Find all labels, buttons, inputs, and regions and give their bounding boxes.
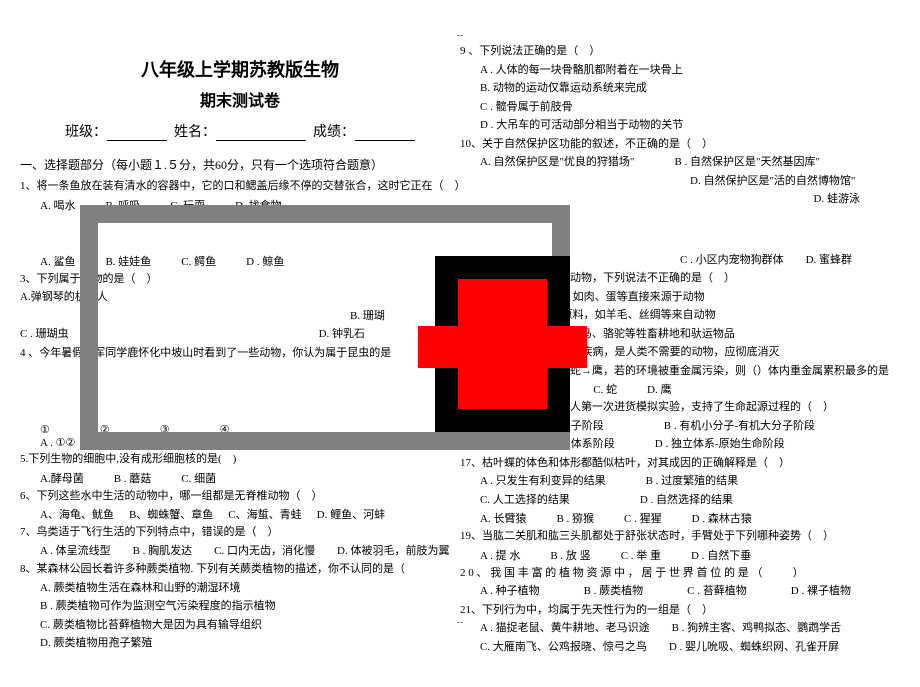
doc-title: 八年级上学期苏教版生物 [20, 56, 460, 82]
q9: 9 、下列说法正确的是（ ） [460, 43, 900, 60]
score-blank [355, 127, 415, 141]
q8: 8、某森林公园长着许多种蕨类植物. 下列有关蕨类植物的描述，你不认同的是（ [20, 561, 460, 578]
opt: D . 森林古猿 [692, 510, 752, 526]
q8c: C. 蕨类植物比苔藓植物大是因为具有输导组织 [20, 617, 460, 634]
black-block-top [435, 256, 570, 279]
opt: A. 长臂猿 [480, 510, 526, 526]
q10ab: A. 自然保护区是"优良的狩猎场"B . 自然保护区是"天然基因库" [460, 154, 900, 171]
dash-bottom: -- [457, 617, 464, 628]
q17: 17、枯叶蝶的体色和体形都酷似枯叶，对其成因的正确解释是（ ） [460, 455, 900, 472]
opt: A . 提 水 [480, 547, 520, 563]
opt: A.酵母菌 [40, 470, 84, 486]
q21a: A . 猫捉老鼠、黄牛耕地、老马识途 B . 狗辨主客、鸡鸭拟态、鹦鹉学舌 [460, 620, 900, 637]
q6-opts: A、海龟、鱿鱼 B、蜘蛛蟹、章鱼 C、海蜇、青蛙 D. 鲤鱼、河蚌 [20, 506, 460, 522]
q9a: A . 人体的每一块骨骼肌都附着在一块骨上 [460, 62, 900, 79]
q17ab: A . 只发生有利变异的结果B . 过度繁殖的结果 [460, 473, 900, 490]
opt: B . 放 竖 [550, 547, 590, 563]
q21c: C. 大雁南飞、公鸡报晓、惊弓之鸟 D . 婴儿吮吸、蜘蛛织网、孔雀开屏 [460, 639, 900, 656]
opt: C、海蜇、青蛙 [228, 506, 301, 522]
q8b: B . 蕨类植物可作为监测空气污染程度的指示植物 [20, 598, 460, 615]
name-blank [216, 127, 306, 141]
q18-opts: A. 长臂猿 B . 猕猴 C . 猩猩 D . 森林古猿 [460, 510, 900, 526]
q10: 10、关于自然保护区功能的叙述，不正确的是（ ） [460, 136, 900, 153]
q5: 5.下列生物的细胞中,没有成形细胞核的是( ) [20, 451, 460, 468]
q8a: A. 蕨类植物生活在森林和山野的潮湿环境 [20, 580, 460, 597]
q9b: B. 动物的运动仅靠运动系统来完成 [460, 80, 900, 97]
q5-opts: A.酵母菌 B . 蘑菇 C. 细菌 [20, 470, 460, 486]
info-line: 班级： 姓名： 成绩： [20, 121, 460, 141]
q19-opts: A . 提 水 B . 放 竖 C . 举 重 D . 自然下垂 [460, 547, 900, 563]
q8d: D. 蕨类植物用孢子繁殖 [20, 635, 460, 652]
q6: 6、下列这些水中生活的动物中，哪一组都是无脊椎动物（ ） [20, 488, 460, 505]
dash-top: -- [20, 30, 900, 41]
opt: D. 鲤鱼、河蚌 [317, 506, 385, 522]
class-label: 班级： [65, 125, 107, 140]
opt: B . 猕猴 [556, 510, 594, 526]
opt: C . 猩猩 [624, 510, 662, 526]
opt: A. 鲨鱼 [40, 253, 75, 269]
q10d: D. 自然保护区是"活的自然博物馆" [460, 173, 900, 190]
red-block-3 [458, 368, 547, 409]
q19: 19、当肱二关肌和肱三头肌都处于舒张状态时，手臂处于下列哪种姿势（ ） [460, 528, 900, 545]
opt: B . 蘑菇 [114, 470, 152, 486]
section-header: 一、选择题部分（每小题１.５分，共60分，只有一个选项符合题意） [20, 156, 460, 173]
opt: C. 细菌 [181, 470, 216, 486]
doc-subtitle: 期末测试卷 [20, 87, 460, 111]
q17cd: C. 人工选择的结果D . 自然选择的结果 [460, 492, 900, 509]
opt: A、海龟、鱿鱼 [40, 506, 114, 522]
opt: D. 鹰 [647, 381, 671, 397]
q7: 7、鸟类适于飞行生活的下列特点中，错误的是（ ） [20, 524, 460, 541]
score-label: 成绩： [313, 125, 355, 140]
q21: 21、下列行为中，均属于先天性行为的一组是（ ） [460, 602, 900, 619]
red-block-1 [458, 279, 547, 326]
opt: A. 喝水 [40, 197, 75, 213]
opt: C. 蛇 [593, 381, 617, 397]
opt: D . 自然下垂 [691, 547, 751, 563]
q20a: A . 种子植物 B . 蕨类植物 C . 苔藓植物 D . 裸子植物 [460, 583, 900, 600]
class-blank [107, 127, 167, 141]
circle: ① [40, 423, 50, 436]
q9c: C . 髋骨属于前肢骨 [460, 99, 900, 116]
q1: 1、将一条鱼放在装有清水的容器中，它的口和鳃盖后缘不停的交替张合，这时它正在（ … [20, 178, 460, 195]
opt: C . 举 重 [621, 547, 661, 563]
opt: A . ①② [40, 436, 75, 449]
name-label: 姓名： [174, 125, 216, 140]
black-block-bottom [435, 409, 570, 432]
red-block-2 [418, 326, 587, 368]
q20: 2 0 、 我 国 丰 富 的 植 物 资 源 中 ， 居 于 世 界 首 位 … [460, 565, 900, 582]
opt: B、蜘蛛蟹、章鱼 [129, 506, 213, 522]
q7a: A . 体呈流线型 B . 胸肌发达 C. 口内无齿，消化慢 D. 体被羽毛，前… [20, 543, 460, 560]
q9d: D . 大吊车的可活动部分相当于动物的关节 [460, 117, 900, 134]
